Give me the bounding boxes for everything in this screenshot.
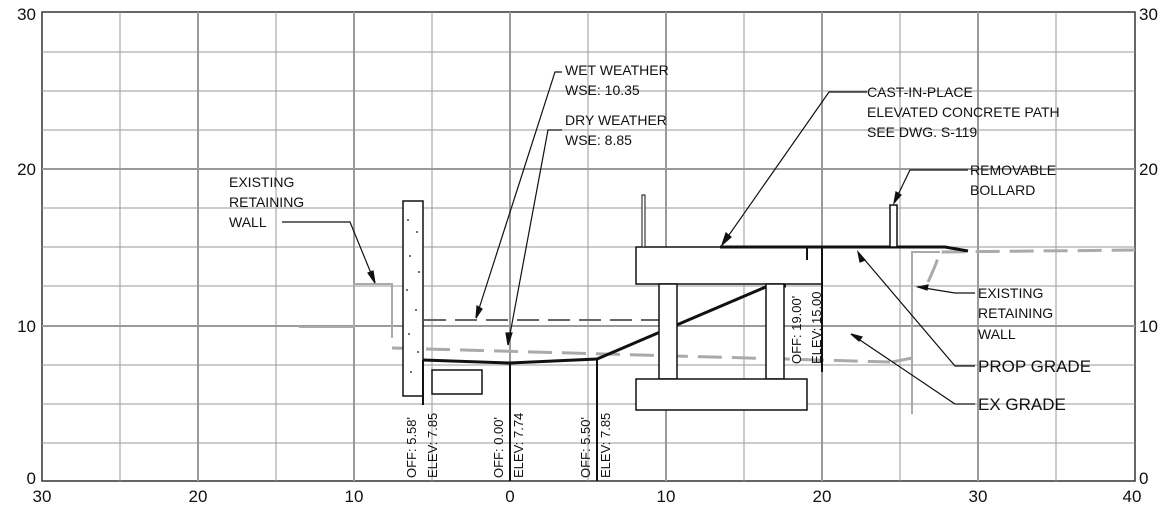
y-tick-right: 30 [1139, 5, 1158, 24]
offset-text: OFF: 19.00' [789, 296, 804, 364]
callout-text: WSE: 8.85 [565, 132, 632, 148]
y-tick-left: 20 [17, 160, 36, 179]
path-pier-right [765, 283, 785, 380]
offset-text: OFF: 5.50' [578, 417, 593, 478]
callout-text: WET WEATHER [565, 62, 669, 78]
y-tick-left: 10 [17, 317, 36, 336]
callout-existing-wall-right: EXISTING RETAINING WALL [978, 285, 1053, 342]
callout-text: ELEVATED CONCRETE PATH [867, 104, 1060, 120]
y-tick-right: 0 [1139, 469, 1148, 488]
x-tick: 40 [1123, 487, 1142, 506]
concrete-hatch [406, 219, 420, 373]
existing-retaining-wall-right [911, 251, 940, 414]
offset-text: OFF: 0.00' [491, 417, 506, 478]
callout-text: WALL [978, 326, 1016, 342]
leaders [282, 71, 975, 405]
callout-text: CAST-IN-PLACE [867, 84, 973, 100]
concrete-wall-left [402, 200, 424, 397]
elevated-path-deck [635, 246, 823, 285]
x-tick: 0 [505, 487, 514, 506]
railing-post [641, 194, 646, 248]
callout-bollard: REMOVABLE BOLLARD [970, 162, 1056, 198]
y-tick-right: 20 [1139, 160, 1158, 179]
x-tick: 10 [657, 487, 676, 506]
ex-grade-label: EX GRADE [978, 395, 1066, 414]
callout-dry-weather: DRY WEATHER WSE: 8.85 [565, 112, 667, 148]
callout-text: WALL [229, 214, 267, 230]
x-axis-ticks: 30 20 10 0 10 20 30 40 [33, 487, 1142, 506]
existing-grade-line [391, 346, 891, 364]
existing-grade-right-top [926, 248, 1136, 283]
x-tick: 20 [813, 487, 832, 506]
x-tick: 20 [189, 487, 208, 506]
callout-wet-weather: WET WEATHER WSE: 10.35 [565, 62, 669, 98]
y-tick-right: 10 [1139, 317, 1158, 336]
wall-footing-left [431, 369, 483, 395]
elevation-text: ELEV: 7.85 [598, 413, 613, 478]
prop-grade-label: PROP GRADE [978, 357, 1091, 376]
x-tick: 30 [33, 487, 52, 506]
callout-concrete-path: CAST-IN-PLACE ELEVATED CONCRETE PATH SEE… [867, 84, 1060, 140]
path-footing [635, 378, 808, 411]
callout-text: BOLLARD [970, 182, 1035, 198]
existing-retaining-wall-left [299, 283, 393, 338]
y-axis-ticks-right: 30 20 10 0 [1139, 5, 1158, 488]
callout-text: EXISTING [978, 285, 1043, 301]
callout-existing-wall-left: EXISTING RETAINING WALL [229, 174, 304, 230]
callout-text: RETAINING [229, 194, 304, 210]
elevation-text: ELEV: 7.74 [511, 413, 526, 478]
callout-text: EXISTING [229, 174, 294, 190]
path-pier-left [658, 283, 678, 380]
offset-label-2: OFF: 0.00' ELEV: 7.74 [491, 413, 526, 478]
y-tick-left: 30 [17, 5, 36, 24]
callout-text: REMOVABLE [970, 162, 1056, 178]
y-axis-ticks-left: 30 20 10 0 [17, 5, 36, 488]
offset-label-3: OFF: 5.50' ELEV: 7.85 [578, 413, 613, 478]
elevation-text: ELEV: 15.00 [809, 291, 824, 364]
callout-text: RETAINING [978, 305, 1053, 321]
path-surface-right [807, 245, 969, 253]
x-tick: 10 [345, 487, 364, 506]
callout-text: DRY WEATHER [565, 112, 667, 128]
callout-text: SEE DWG. S-119 [867, 124, 977, 140]
callout-text: WSE: 10.35 [565, 82, 640, 98]
offset-label-4: OFF: 19.00' ELEV: 15.00 [789, 291, 824, 364]
elevation-text: ELEV: 7.85 [425, 413, 440, 478]
y-tick-left: 0 [27, 469, 36, 488]
existing-grade-line-right [891, 356, 913, 364]
offset-label-1: OFF: 5.58' ELEV: 7.85 [404, 413, 440, 478]
removable-bollard [889, 204, 898, 248]
x-tick: 30 [969, 487, 988, 506]
offset-text: OFF: 5.58' [404, 417, 419, 478]
